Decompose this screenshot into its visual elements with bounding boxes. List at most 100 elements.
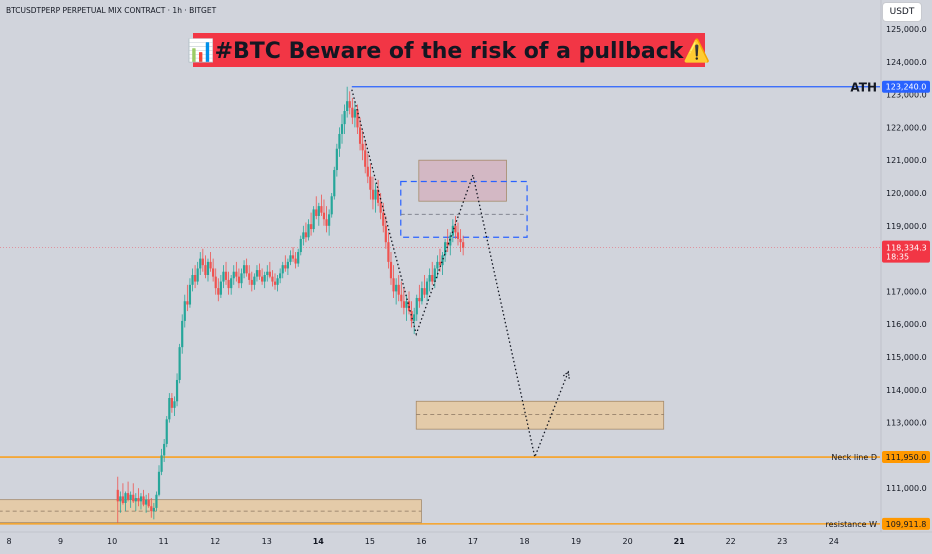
candle [353,101,357,128]
candle [333,166,336,200]
candle [423,275,426,298]
currency-button[interactable]: USDT [882,2,922,22]
candle [320,194,323,216]
candle-body [232,271,235,279]
symbol-title: BTCUSDTPERP PERPETUAL MIX CONTRACT · 1h … [6,6,217,15]
candle [253,273,256,290]
candle-body [407,301,411,312]
candle-body [348,101,351,108]
candle [157,465,161,497]
time-axis[interactable] [0,532,932,550]
candle-body [335,148,338,171]
candle [268,261,271,279]
candle [299,235,302,256]
candle [431,261,434,285]
candle [227,271,230,295]
candle [240,268,243,289]
candle [304,222,308,243]
y-tick-label: 117,000.0 [886,287,927,296]
candle [343,104,346,134]
candle [420,281,424,305]
candle-body [462,242,465,248]
candle-body [191,275,194,285]
candle [242,260,246,279]
candle-body [245,265,248,274]
candle-body [273,281,277,285]
candle-body [315,209,318,216]
candle-body [346,101,349,111]
candle-body [268,271,271,277]
candle-body [389,261,393,279]
candle [150,498,153,518]
candle-body [237,276,241,284]
candle [266,265,269,282]
candle-body [155,494,158,508]
candle-body [227,279,230,289]
candle [214,268,217,295]
candle-body [454,225,457,233]
candle [436,255,439,279]
x-tick-label: 11 [159,537,169,546]
candle-body [276,278,279,285]
candle-body [196,268,199,282]
neck-line-d-label: Neck line D [831,453,877,462]
candle-body [212,268,215,277]
candle [315,196,318,220]
neck-line-d-price-tag-text: 111,950.0 [886,453,927,462]
candle [456,222,460,246]
candle [188,278,192,308]
candle-body [325,219,328,226]
candle [181,314,184,354]
target-zone [415,400,665,430]
candle [369,163,372,200]
candle [152,502,155,520]
candle-body [253,276,256,285]
candle-body [340,124,344,134]
candle [395,278,398,305]
x-tick-label: 23 [777,537,787,546]
x-tick-label: 20 [623,537,633,546]
candle-body [119,496,122,502]
candle-body [281,265,284,274]
candle-body [405,301,408,308]
candle [459,229,462,253]
candle-body [312,209,315,230]
candle [124,491,127,512]
candle [454,215,457,239]
candle-body [382,212,385,226]
candle [199,252,202,275]
candle [217,278,220,302]
candle-body [152,507,155,512]
candle-body [186,301,189,305]
candle-body [317,206,320,216]
candle [364,140,367,174]
candle-body [410,311,413,321]
y-tick-label: 123,000.0 [886,91,927,100]
candle-body [134,498,137,502]
candle [235,261,238,282]
candle-body [284,265,287,269]
candle [348,91,351,115]
candle-body [387,242,390,262]
candle-body [263,275,266,282]
candle-body [286,261,289,269]
candle [351,97,354,125]
candle [206,258,210,282]
candle [142,489,145,507]
candle [255,265,259,282]
candle-body [456,232,460,239]
candle-body [328,214,331,226]
candle [294,252,297,269]
y-tick-label: 124,000.0 [886,58,927,67]
x-tick-label: 19 [571,537,581,546]
candle [330,193,333,218]
candle-body [395,284,398,292]
candle-body [219,281,222,295]
candle [325,206,328,233]
candle-body [168,398,171,420]
candle-body [178,347,181,380]
candle-body [299,238,302,253]
candle [366,153,369,184]
candle-body [436,261,439,269]
